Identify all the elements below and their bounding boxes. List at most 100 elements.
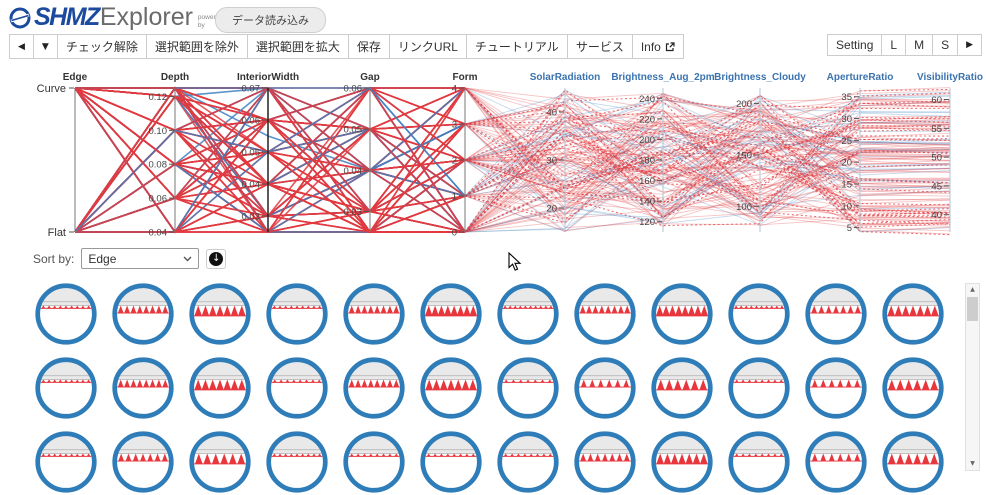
design-thumbnail[interactable]	[418, 429, 484, 495]
scroll-down-icon[interactable]: ▼	[970, 460, 975, 467]
sort-controls: Sort by: Edge ↓	[33, 248, 227, 269]
svg-text:5: 5	[847, 223, 852, 234]
svg-text:60: 60	[931, 95, 942, 106]
parallel-coordinates-chart[interactable]: Edge Curve Flat Depth 0.04 0.06 0.08 0.10 0.12 In…	[0, 58, 986, 249]
svg-text:0.12: 0.12	[149, 92, 168, 103]
axis-Gap: Gap 0.03 0.04 0.05 0.06	[344, 72, 380, 232]
exclude-selection-button[interactable]: 選択範囲を除外	[145, 34, 248, 59]
design-thumbnail[interactable]	[341, 281, 407, 347]
pc-lines-left	[74, 86, 466, 234]
design-thumbnail[interactable]	[110, 281, 176, 347]
design-thumbnail[interactable]	[803, 281, 869, 347]
svg-text:Depth: Depth	[161, 72, 189, 83]
design-thumbnail[interactable]	[880, 355, 946, 421]
design-thumbnail[interactable]	[572, 429, 638, 495]
svg-text:1: 1	[452, 192, 457, 203]
scrollbar-thumb[interactable]	[967, 297, 978, 321]
svg-text:0.06: 0.06	[344, 84, 363, 95]
svg-text:SolarRadiation: SolarRadiation	[530, 72, 601, 83]
design-thumbnail[interactable]	[495, 429, 561, 495]
design-thumbnail[interactable]	[33, 429, 99, 495]
svg-text:120: 120	[639, 217, 655, 228]
design-thumbnail[interactable]	[726, 281, 792, 347]
link-url-button[interactable]: リンクURL	[388, 34, 467, 59]
size-medium-button[interactable]: M	[905, 34, 934, 56]
design-thumbnail[interactable]	[880, 281, 946, 347]
thumbnail-scrollbar[interactable]: ▲ ▼	[965, 283, 980, 471]
design-thumbnail[interactable]	[341, 355, 407, 421]
svg-text:200: 200	[639, 135, 655, 146]
design-thumbnail[interactable]	[726, 429, 792, 495]
design-thumbnail[interactable]	[803, 355, 869, 421]
toolbar-right: Setting L M S ▶	[827, 34, 982, 56]
setting-button[interactable]: Setting	[827, 34, 883, 56]
design-thumbnail[interactable]	[495, 355, 561, 421]
design-thumbnail[interactable]	[880, 429, 946, 495]
axis-Depth: Depth 0.04 0.06 0.08 0.10 0.12	[149, 72, 190, 239]
info-button[interactable]: Info	[631, 34, 684, 59]
size-large-button[interactable]: L	[881, 34, 907, 56]
svg-text:30: 30	[841, 114, 852, 125]
design-thumbnail[interactable]	[33, 355, 99, 421]
logo-text-explorer: Explorer	[99, 3, 193, 31]
design-thumbnail[interactable]	[264, 281, 330, 347]
design-thumbnail[interactable]	[264, 429, 330, 495]
design-thumbnail[interactable]	[110, 355, 176, 421]
sort-field-select[interactable]: Edge	[81, 248, 200, 269]
tutorial-button[interactable]: チュートリアル	[465, 34, 568, 59]
design-thumbnail[interactable]	[264, 355, 330, 421]
svg-text:40: 40	[931, 210, 942, 221]
dropdown-arrow-button[interactable]: ▼	[32, 34, 58, 59]
design-thumbnail[interactable]	[341, 429, 407, 495]
design-thumbnail[interactable]	[418, 281, 484, 347]
design-thumbnail[interactable]	[187, 355, 253, 421]
svg-text:50: 50	[931, 153, 942, 164]
design-thumbnail[interactable]	[726, 355, 792, 421]
design-thumbnail[interactable]	[187, 429, 253, 495]
save-button[interactable]: 保存	[347, 34, 390, 59]
svg-text:Curve: Curve	[37, 83, 66, 95]
svg-text:100: 100	[736, 202, 752, 213]
design-thumbnail[interactable]	[110, 429, 176, 495]
clear-checks-button[interactable]: チェック解除	[56, 34, 147, 59]
svg-text:0.08: 0.08	[149, 160, 168, 171]
design-thumbnail[interactable]	[418, 355, 484, 421]
mouse-cursor	[508, 252, 522, 271]
design-thumbnail[interactable]	[649, 355, 715, 421]
service-button[interactable]: サービス	[566, 34, 633, 59]
svg-text:0.04: 0.04	[242, 180, 261, 191]
design-thumbnail[interactable]	[649, 281, 715, 347]
svg-text:150: 150	[736, 150, 752, 161]
app-logo: SHMZ Explorer powered by	[8, 3, 239, 32]
next-arrow-button[interactable]: ▶	[957, 34, 982, 56]
design-thumbnail[interactable]	[649, 429, 715, 495]
svg-text:InteriorWidth: InteriorWidth	[237, 72, 299, 83]
axis-VisibilityRatio: VisibilityRatio 40 45 50 55 60	[917, 72, 983, 232]
svg-text:20: 20	[841, 158, 852, 169]
svg-text:0.07: 0.07	[242, 84, 261, 95]
design-thumbnail[interactable]	[187, 281, 253, 347]
circle-slash-logo-icon	[9, 7, 31, 28]
design-thumbnail[interactable]	[572, 355, 638, 421]
svg-text:Gap: Gap	[360, 72, 379, 83]
prev-arrow-button[interactable]: ◀	[9, 34, 34, 59]
svg-text:Form: Form	[453, 72, 478, 83]
design-thumbnail[interactable]	[33, 281, 99, 347]
size-small-button[interactable]: S	[932, 34, 959, 56]
svg-text:4: 4	[452, 84, 457, 95]
sort-direction-button[interactable]: ↓	[206, 248, 227, 269]
sort-direction-icon: ↓	[209, 251, 224, 266]
svg-text:30: 30	[546, 156, 557, 167]
svg-text:180: 180	[639, 156, 655, 167]
expand-selection-button[interactable]: 選択範囲を拡大	[246, 34, 349, 59]
design-thumbnail[interactable]	[803, 429, 869, 495]
svg-text:140: 140	[639, 197, 655, 208]
design-thumbnail[interactable]	[495, 281, 561, 347]
load-data-button[interactable]: データ読み込み	[215, 7, 326, 33]
svg-text:0.04: 0.04	[344, 166, 363, 177]
scroll-up-icon[interactable]: ▲	[970, 286, 975, 293]
svg-text:Flat: Flat	[48, 227, 66, 239]
design-thumbnail[interactable]	[572, 281, 638, 347]
header: SHMZ Explorer powered by データ読み込み	[0, 0, 986, 33]
svg-text:45: 45	[931, 181, 942, 192]
